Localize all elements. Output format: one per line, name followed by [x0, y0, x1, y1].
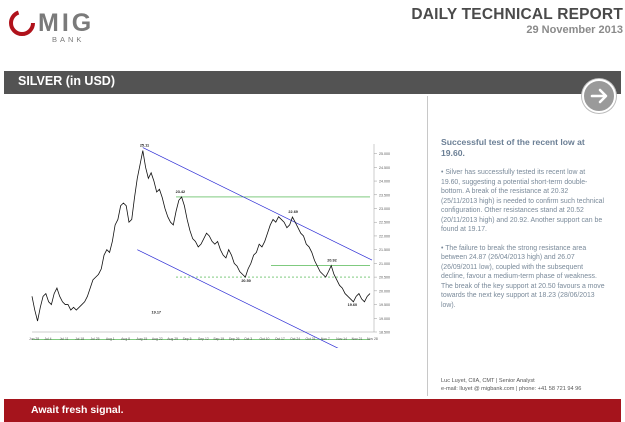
x-tick-label: Oct 10: [259, 337, 269, 341]
channel-upper-line: [142, 147, 373, 261]
y-tick-label: 22.000: [379, 234, 390, 238]
x-tick-label: Oct 31: [306, 337, 316, 341]
report-title: DAILY TECHNICAL REPORT: [411, 6, 623, 23]
y-tick-label: 20.000: [379, 289, 390, 293]
y-tick-label: 18.500: [379, 331, 390, 335]
y-tick-label: 19.000: [379, 317, 390, 321]
logo-sub-text: BANK: [52, 35, 84, 44]
signal-text: Await fresh signal.: [31, 404, 124, 416]
x-tick-label: Jul 11: [60, 337, 69, 341]
commentary-bullet: • Silver has successfully tested its rec…: [441, 169, 605, 233]
report-date: 29 November 2013: [526, 24, 623, 36]
x-tick-label: Nov 21: [352, 337, 363, 341]
commentary-bullet: • The failure to break the strong resist…: [441, 244, 605, 309]
x-tick-label: Jun 28: [29, 337, 39, 341]
column-divider: [427, 96, 428, 396]
logo-swoosh-icon: [9, 10, 35, 36]
price-level-label: 23.42: [176, 190, 186, 194]
x-tick-label: Aug 1: [106, 337, 115, 341]
y-tick-label: 24.500: [379, 166, 390, 170]
y-tick-label: 23.500: [379, 193, 390, 197]
signal-bar: Await fresh signal.: [4, 399, 621, 422]
price-level-label: 20.50: [241, 279, 251, 283]
x-tick-label: Aug 15: [137, 337, 148, 341]
x-tick-label: Oct 3: [244, 337, 252, 341]
x-tick-label: Aug 29: [167, 337, 178, 341]
analyst-name: Luc Luyet, CIIA, CMT | Senior Analyst: [441, 378, 535, 384]
x-tick-label: Jul 4: [44, 337, 51, 341]
x-tick-label: Jul 25: [90, 337, 99, 341]
price-level-label: 19.17: [152, 311, 162, 315]
x-tick-label: Sep 12: [198, 337, 209, 341]
x-tick-label: Oct 24: [290, 337, 300, 341]
price-level-label: 22.69: [288, 210, 298, 214]
x-tick-label: Sep 19: [213, 337, 224, 341]
x-tick-label: Nov 7: [321, 337, 330, 341]
price-level-label: 25.11: [140, 144, 149, 148]
y-tick-label: 22.500: [379, 221, 390, 225]
price-series-line: [31, 150, 371, 322]
price-level-label: 19.60: [348, 303, 358, 307]
x-tick-label: Aug 8: [121, 337, 130, 341]
y-tick-label: 23.000: [379, 207, 390, 211]
y-tick-label: 19.500: [379, 303, 390, 307]
silver-chart-svg: 18.500 19.000 19.500 20.000 20.500 21.000 21.5…: [29, 144, 390, 348]
report-header: MIG BANK DAILY TECHNICAL REPORT 29 Novem…: [0, 0, 625, 62]
y-tick-label: 21.000: [379, 262, 390, 266]
arrow-right-icon: [590, 88, 608, 104]
y-tick-label: 21.500: [379, 248, 390, 252]
y-tick-label: 25.000: [379, 152, 390, 156]
logo-main-text: MIG: [38, 9, 94, 37]
x-tick-label: Nov 28: [367, 337, 378, 341]
x-tick-label: Nov 14: [336, 337, 347, 341]
commentary-panel: Successful test of the recent low at 19.…: [441, 137, 606, 319]
y-tick-label: 24.000: [379, 180, 390, 184]
x-tick-label: Sep 26: [229, 337, 240, 341]
commentary-heading: Successful test of the recent low at 19.…: [441, 137, 585, 158]
x-tick-label: Jul 18: [75, 337, 84, 341]
x-tick-label: Sep 5: [183, 337, 192, 341]
analyst-contact: Luc Luyet, CIIA, CMT | Senior Analyst e-…: [441, 377, 581, 393]
mig-bank-logo: MIG BANK: [9, 9, 94, 44]
section-title: SILVER (in USD): [18, 74, 115, 88]
channel-lower-line: [137, 249, 339, 348]
price-level-label: 20.92: [327, 259, 337, 263]
x-tick-label: Oct 17: [275, 337, 285, 341]
analyst-email-phone: e-mail: lluyet @ migbank.com | phone: +4…: [441, 386, 582, 392]
section-bar: SILVER (in USD): [4, 71, 621, 94]
x-tick-label: Aug 22: [152, 337, 163, 341]
y-tick-label: 20.500: [379, 276, 390, 280]
price-chart: 18.500 19.000 19.500 20.000 20.500 21.000 21.5…: [26, 138, 410, 348]
next-arrow-button[interactable]: [582, 79, 616, 113]
